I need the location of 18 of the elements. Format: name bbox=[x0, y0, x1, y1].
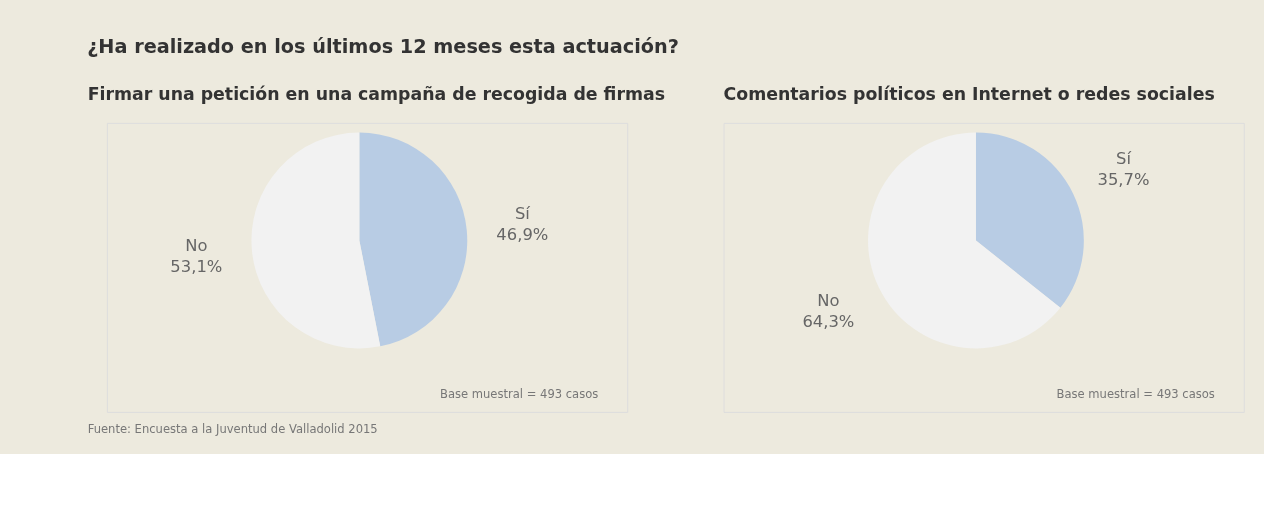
slice-label: Sí bbox=[1116, 148, 1132, 168]
chart-title: Comentarios políticos en Internet o redes sociales bbox=[723, 83, 1215, 104]
pie-slice bbox=[359, 132, 468, 347]
slice-label: Sí bbox=[514, 203, 531, 223]
slice-label: No bbox=[185, 235, 208, 255]
chart-title: ¿Ha realizado en los últimos 12 meses esta actuación? bbox=[87, 35, 679, 59]
data-label: 46,9% bbox=[496, 224, 549, 244]
slice-label: No bbox=[817, 290, 840, 310]
chart-subtitle: Firmar una petición en una campaña de recogida de firmas bbox=[87, 83, 666, 104]
source-note: Fuente: Encuesta a la Juventud de Valladolid 2015 bbox=[87, 422, 378, 437]
data-label: 53,1% bbox=[170, 256, 223, 276]
data-label: 64,3% bbox=[802, 312, 855, 332]
pie-slice bbox=[251, 132, 381, 349]
pie-slice bbox=[975, 132, 1084, 308]
pie-slice bbox=[868, 132, 1061, 349]
data-label: 35,7% bbox=[1097, 169, 1150, 189]
text: Base muestral = 493 casos bbox=[440, 387, 599, 402]
text: Base muestral = 493 casos bbox=[1056, 387, 1215, 402]
